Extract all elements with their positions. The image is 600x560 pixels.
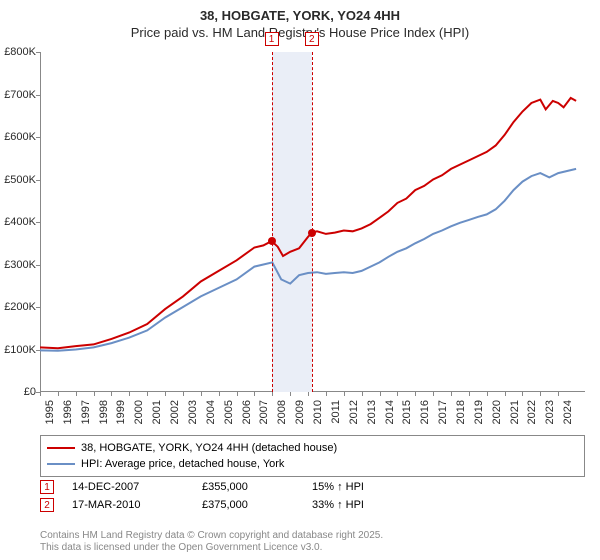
x-tick-label: 2000 xyxy=(133,400,145,424)
y-tick-label: £100K xyxy=(4,344,36,356)
x-tick-label: 2007 xyxy=(258,400,270,424)
event-table: 1 14-DEC-2007 £355,000 15% ↑ HPI 2 17-MA… xyxy=(40,478,364,514)
page-subtitle: Price paid vs. HM Land Registry's House … xyxy=(0,23,600,40)
x-tick-label: 2020 xyxy=(491,400,503,424)
event-date: 14-DEC-2007 xyxy=(72,481,202,493)
x-tick-label: 2011 xyxy=(330,400,342,424)
event-vline xyxy=(312,52,313,392)
x-tick-label: 2001 xyxy=(151,400,163,424)
x-tick-label: 2015 xyxy=(401,400,413,424)
legend: 38, HOBGATE, YORK, YO24 4HH (detached ho… xyxy=(40,435,585,477)
event-delta: 33% ↑ HPI xyxy=(312,499,364,511)
series-line xyxy=(40,169,576,351)
x-tick-label: 2024 xyxy=(562,400,574,424)
event-dot xyxy=(268,237,276,245)
x-tick-label: 2002 xyxy=(169,400,181,424)
x-tick-label: 2019 xyxy=(473,400,485,424)
y-tick-label: £400K xyxy=(4,216,36,228)
y-tick-label: £500K xyxy=(4,174,36,186)
y-tick-label: £0 xyxy=(24,386,36,398)
page-title: 38, HOBGATE, YORK, YO24 4HH xyxy=(0,0,600,23)
event-price: £355,000 xyxy=(202,481,312,493)
copyright-line: Contains HM Land Registry data © Crown c… xyxy=(40,530,383,542)
y-tick-label: £300K xyxy=(4,259,36,271)
event-marker-icon: 1 xyxy=(40,480,54,494)
event-date: 17-MAR-2010 xyxy=(72,499,202,511)
copyright-line: This data is licensed under the Open Gov… xyxy=(40,542,383,554)
x-tick-label: 2022 xyxy=(526,400,538,424)
event-price: £375,000 xyxy=(202,499,312,511)
x-tick-label: 2012 xyxy=(348,400,360,424)
event-delta: 15% ↑ HPI xyxy=(312,481,364,493)
legend-label: 38, HOBGATE, YORK, YO24 4HH (detached ho… xyxy=(81,442,337,454)
x-tick-label: 1999 xyxy=(115,400,127,424)
x-tick-label: 2017 xyxy=(437,400,449,424)
x-tick-label: 2009 xyxy=(294,400,306,424)
legend-item: HPI: Average price, detached house, York xyxy=(47,456,578,472)
event-vline xyxy=(272,52,273,392)
x-tick-label: 2006 xyxy=(241,400,253,424)
y-tick-label: £600K xyxy=(4,131,36,143)
event-marker-icon: 1 xyxy=(265,32,279,46)
x-tick-label: 1998 xyxy=(98,400,110,424)
chart-area: £0£100K£200K£300K£400K£500K£600K£700K£80… xyxy=(40,52,585,392)
event-marker-icon: 2 xyxy=(305,32,319,46)
x-tick-label: 2018 xyxy=(455,400,467,424)
x-tick-label: 1996 xyxy=(62,400,74,424)
x-tick-label: 2010 xyxy=(312,400,324,424)
copyright: Contains HM Land Registry data © Crown c… xyxy=(40,530,383,554)
x-tick-label: 1995 xyxy=(44,400,56,424)
x-tick-label: 2003 xyxy=(187,400,199,424)
legend-label: HPI: Average price, detached house, York xyxy=(81,458,284,470)
event-dot xyxy=(308,229,316,237)
x-tick-label: 2023 xyxy=(544,400,556,424)
y-tick-label: £800K xyxy=(4,46,36,58)
x-tick-label: 2014 xyxy=(384,400,396,424)
event-marker-icon: 2 xyxy=(40,498,54,512)
legend-swatch xyxy=(47,447,75,449)
legend-item: 38, HOBGATE, YORK, YO24 4HH (detached ho… xyxy=(47,440,578,456)
legend-swatch xyxy=(47,463,75,465)
x-tick-label: 2008 xyxy=(276,400,288,424)
y-tick-label: £200K xyxy=(4,301,36,313)
series-line xyxy=(40,98,576,348)
event-row: 2 17-MAR-2010 £375,000 33% ↑ HPI xyxy=(40,496,364,514)
x-tick-label: 2016 xyxy=(419,400,431,424)
x-tick-label: 2004 xyxy=(205,400,217,424)
plot-area: £0£100K£200K£300K£400K£500K£600K£700K£80… xyxy=(40,52,585,392)
x-tick-label: 1997 xyxy=(80,400,92,424)
x-tick-label: 2013 xyxy=(366,400,378,424)
x-tick-label: 2005 xyxy=(223,400,235,424)
event-row: 1 14-DEC-2007 £355,000 15% ↑ HPI xyxy=(40,478,364,496)
x-tick-label: 2021 xyxy=(509,400,521,424)
y-tick-label: £700K xyxy=(4,89,36,101)
